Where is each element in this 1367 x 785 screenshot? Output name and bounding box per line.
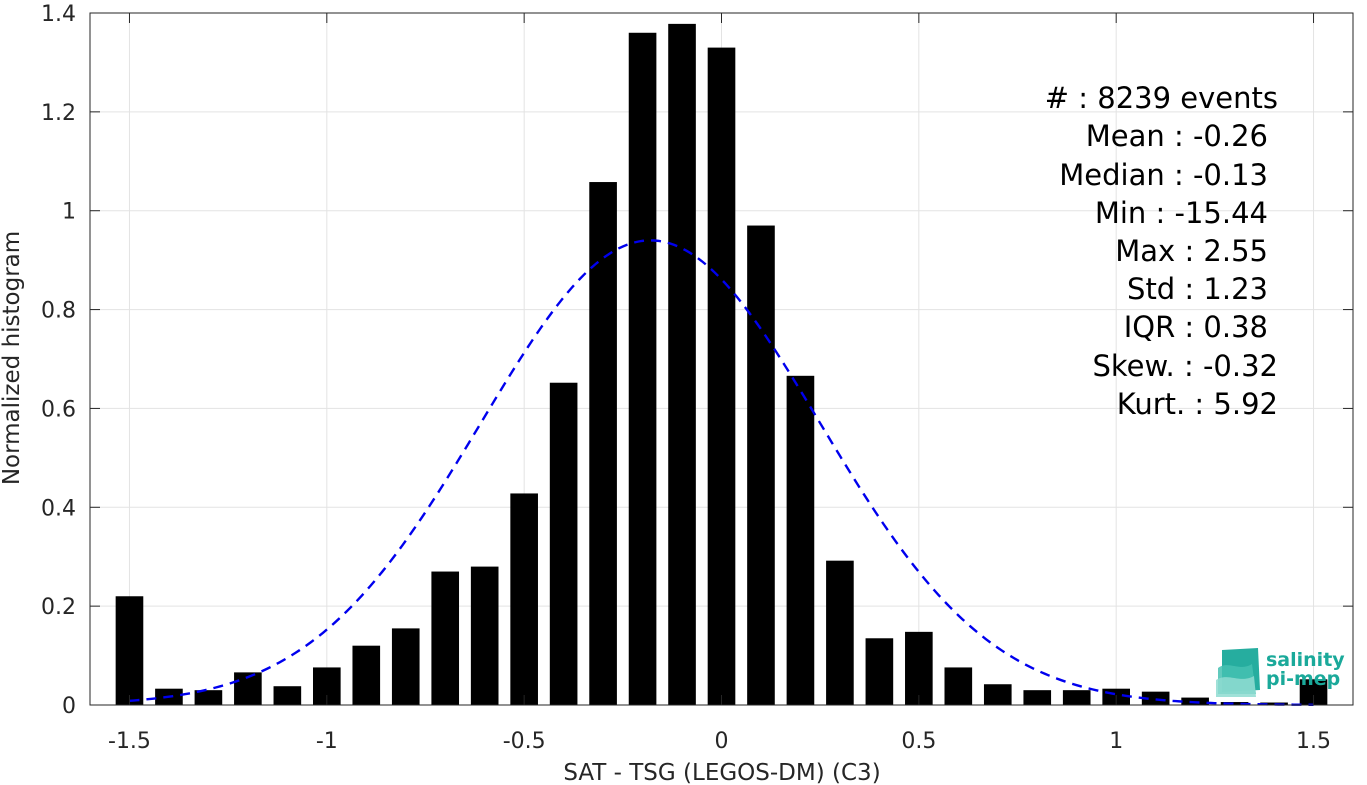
axis-ticks: -1.5 -1 -0.5 0 0.5 1 1.5 0 0.2 0.4 0.6 0.8 1 1.2 1.4 xyxy=(41,2,1353,754)
y-tick-label: 1.2 xyxy=(41,101,76,126)
stat-kurt: Kurt. : 5.92 xyxy=(1117,387,1278,421)
histogram-bar xyxy=(905,631,933,705)
x-tick-label: -1 xyxy=(316,729,338,754)
x-tick-label: 0.5 xyxy=(901,729,936,754)
y-axis-label: Normalized histogram xyxy=(0,231,25,485)
histogram-bar xyxy=(983,684,1012,705)
histogram-bar xyxy=(391,628,420,705)
x-tick-label: -0.5 xyxy=(503,729,546,754)
y-tick-label: 1.4 xyxy=(41,2,76,27)
x-tick-label: 1 xyxy=(1109,729,1123,754)
stat-max: Max : 2.55 xyxy=(1115,234,1268,268)
histogram-bar xyxy=(628,32,657,706)
histogram-bar xyxy=(1260,702,1288,705)
x-axis-label: SAT - TSG (LEGOS-DM) (C3) xyxy=(563,760,880,785)
x-tick-label: 1.5 xyxy=(1296,729,1331,754)
histogram-bar xyxy=(589,182,617,705)
y-tick-label: 0 xyxy=(62,694,76,719)
histogram-bar xyxy=(668,23,696,706)
x-tick-label: 0 xyxy=(715,729,729,754)
y-tick-label: 0.4 xyxy=(41,496,76,521)
gaussian-fit-curve xyxy=(129,239,1314,706)
histogram-bar xyxy=(549,382,578,705)
histogram-bar xyxy=(826,560,854,705)
histogram-bar xyxy=(1220,702,1249,705)
histogram-bar xyxy=(115,596,144,705)
histogram-bar xyxy=(1062,690,1091,705)
stat-std: Std : 1.23 xyxy=(1127,272,1268,306)
histogram-bar xyxy=(1023,690,1052,705)
histogram-bar xyxy=(944,667,973,705)
y-tick-label: 0.6 xyxy=(41,397,76,422)
fit-curve-layer xyxy=(129,239,1314,706)
stat-skew: Skew. : -0.32 xyxy=(1092,349,1278,383)
stat-events: # : 8239 events xyxy=(1045,81,1278,115)
histogram-bar xyxy=(510,493,538,705)
stat-min: Min : -15.44 xyxy=(1095,196,1268,230)
salinity-pimep-logo: salinity pi-mep xyxy=(1216,648,1345,697)
histogram-bar xyxy=(352,645,381,705)
histogram-bar xyxy=(273,686,302,705)
histogram-bar xyxy=(865,638,894,705)
y-tick-label: 1 xyxy=(62,200,76,225)
histogram-bar xyxy=(707,47,736,706)
logo-line1: salinity xyxy=(1266,649,1345,671)
y-tick-label: 0.8 xyxy=(41,299,76,324)
histogram-bar xyxy=(747,225,775,706)
histogram-bars xyxy=(115,23,1328,706)
logo-line2: pi-mep xyxy=(1266,668,1340,690)
histogram-bar xyxy=(194,690,223,705)
statistics-box: # : 8239 events Mean : -0.26 Median : -0… xyxy=(1045,81,1278,421)
histogram-bar xyxy=(431,571,460,705)
y-tick-label: 0.2 xyxy=(41,595,76,620)
histogram-bar xyxy=(470,566,499,705)
stat-iqr: IQR : 0.38 xyxy=(1124,310,1268,344)
wave-logo-icon xyxy=(1216,648,1260,697)
stat-mean: Mean : -0.26 xyxy=(1086,119,1268,153)
x-tick-label: -1.5 xyxy=(108,729,151,754)
stat-median: Median : -0.13 xyxy=(1059,158,1268,192)
histogram-bar xyxy=(1141,691,1170,705)
histogram-bar xyxy=(786,375,815,705)
